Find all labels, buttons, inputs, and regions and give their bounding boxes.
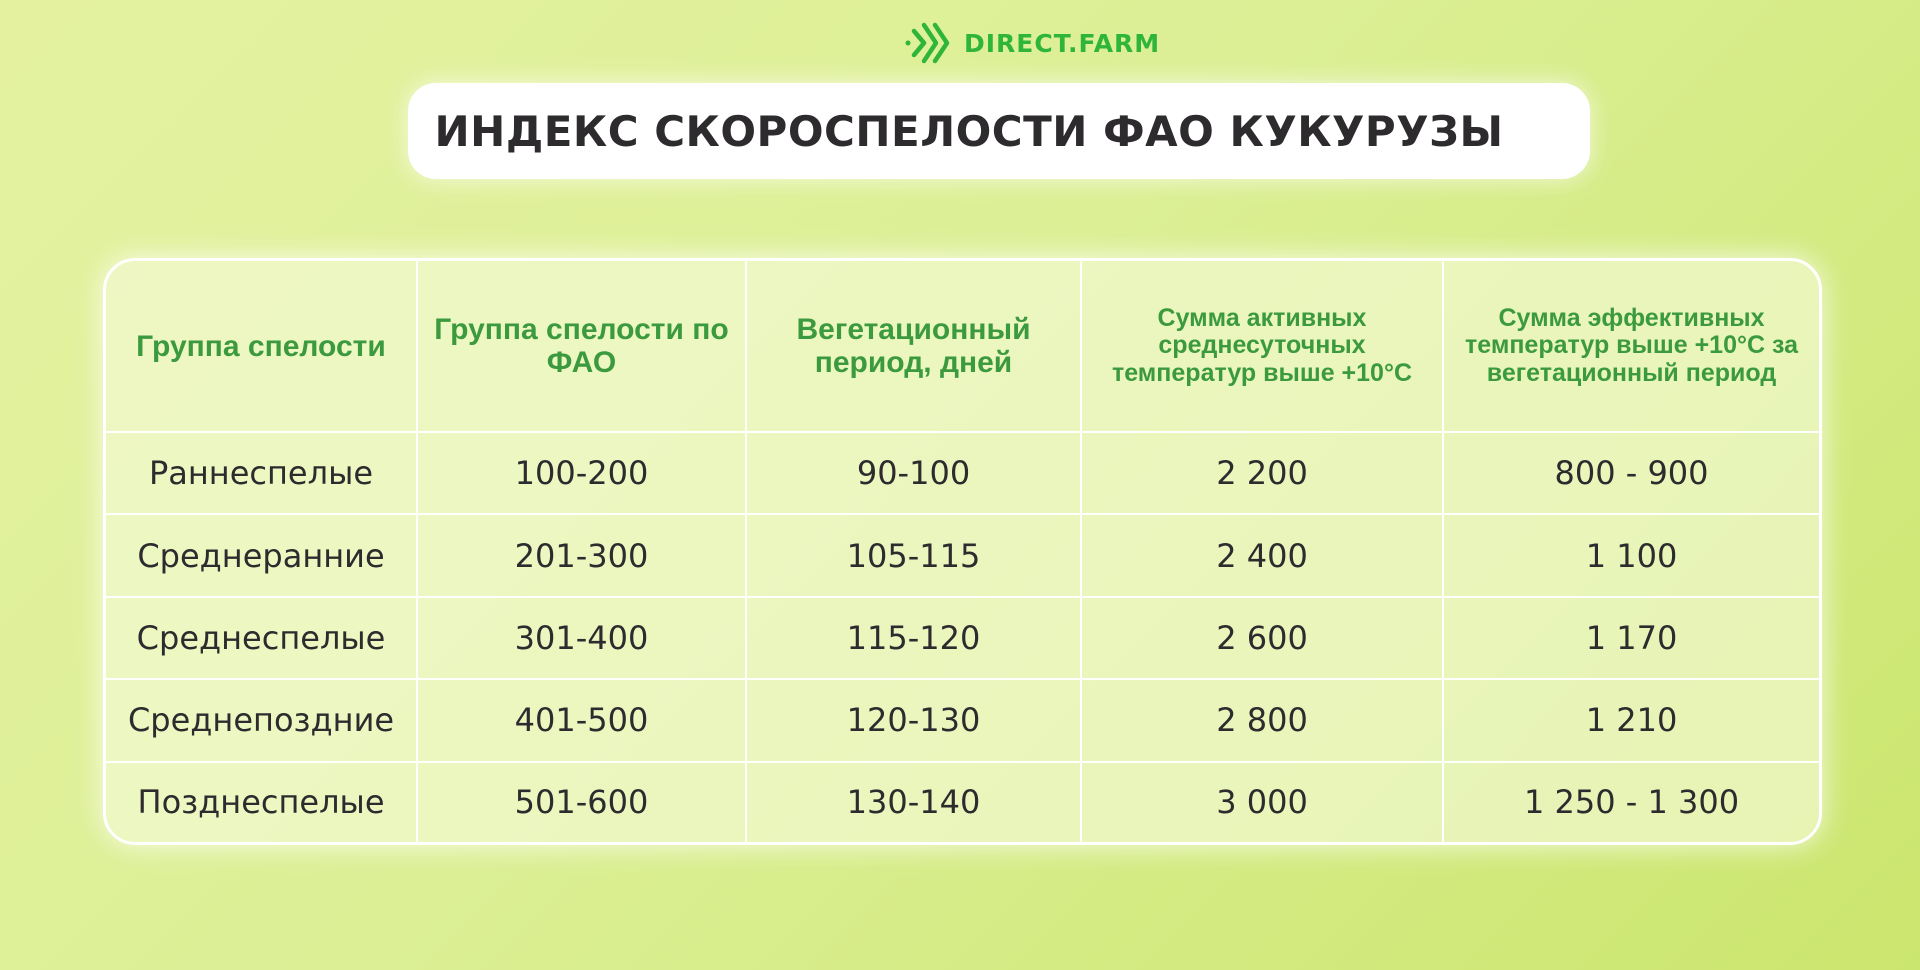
cell-effective: 1 100 [1442,513,1819,598]
logo: DIRECT.FARM [904,20,1160,66]
table-row: Среднепоздние 401-500 120-130 2 800 1 21… [106,678,1819,763]
table-row: Раннеспелые 100-200 90-100 2 200 800 - 9… [106,430,1819,516]
cell-active: 2 600 [1080,595,1444,681]
cell-active: 2 200 [1080,430,1444,516]
cell-effective: 1 170 [1442,595,1819,681]
cell-effective: 1 210 [1442,678,1819,763]
cell-effective: 1 250 - 1 300 [1442,760,1819,842]
cell-period: 130-140 [745,760,1082,842]
cell-group: Среднеспелые [106,595,418,681]
cell-fao: 401-500 [416,678,747,763]
cell-active: 2 800 [1080,678,1444,763]
chevrons-logo-icon [905,22,950,64]
cell-group: Среднеранние [106,513,418,598]
header-vegetation-period: Вегетационный период, дней [745,261,1082,433]
cell-fao: 100-200 [416,430,747,516]
header-fao-group: Группа спелости по ФАО [416,261,747,433]
cell-effective: 800 - 900 [1442,430,1819,516]
header-active-temps: Сумма активных среднесуточных температур… [1080,261,1444,433]
header-effective-temps: Сумма эффективных температур выше +10°С … [1442,261,1819,433]
table-row: Позднеспелые 501-600 130-140 3 000 1 250… [106,760,1819,842]
cell-period: 115-120 [745,595,1082,681]
title-banner: ИНДЕКС СКОРОСПЕЛОСТИ ФАО КУКУРУЗЫ [408,83,1590,179]
table-header-row: Группа спелости Группа спелости по ФАО В… [106,261,1819,433]
cell-group: Среднепоздние [106,678,418,763]
cell-period: 105-115 [745,513,1082,598]
cell-active: 2 400 [1080,513,1444,598]
cell-period: 120-130 [745,678,1082,763]
page-title: ИНДЕКС СКОРОСПЕЛОСТИ ФАО КУКУРУЗЫ [434,106,1504,156]
cell-group: Позднеспелые [106,760,418,842]
header-maturity-group: Группа спелости [106,261,418,433]
cell-group: Раннеспелые [106,430,418,516]
cell-active: 3 000 [1080,760,1444,842]
cell-period: 90-100 [745,430,1082,516]
table-row: Среднеспелые 301-400 115-120 2 600 1 170 [106,595,1819,681]
cell-fao: 301-400 [416,595,747,681]
cell-fao: 501-600 [416,760,747,842]
table-row: Среднеранние 201-300 105-115 2 400 1 100 [106,513,1819,598]
logo-text: DIRECT.FARM [964,28,1161,58]
cell-fao: 201-300 [416,513,747,598]
fao-table: Группа спелости Группа спелости по ФАО В… [103,258,1822,845]
